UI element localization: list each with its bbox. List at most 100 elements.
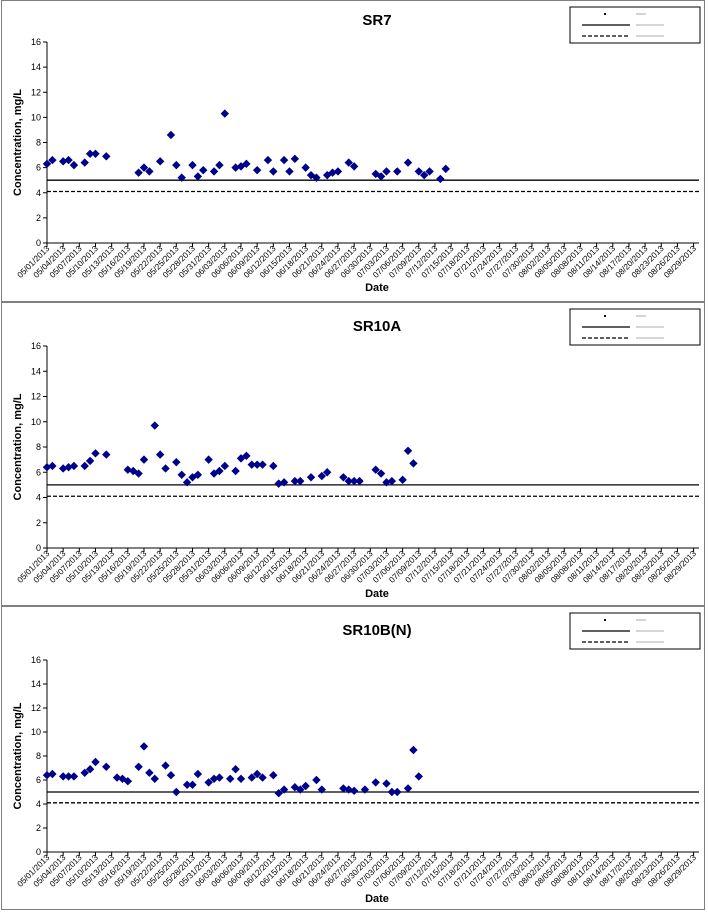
data-point — [269, 461, 278, 471]
data-point — [409, 745, 418, 755]
data-point — [279, 478, 289, 487]
y-tick-label: 10 — [31, 112, 41, 122]
data-point — [48, 769, 57, 779]
data-point — [301, 781, 310, 791]
data-point — [387, 476, 397, 486]
data-point — [102, 450, 111, 459]
y-tick-label: 12 — [31, 392, 41, 402]
data-point — [161, 761, 170, 770]
data-point — [269, 167, 278, 176]
y-axis-label: Concentration, mg/L — [12, 89, 24, 196]
chart-panel-sr10bn: SR10B(N) 0 2 4 6 8 10 12 14 16 Concentration, mg/L… — [1, 606, 705, 910]
y-tick-label: 6 — [36, 163, 41, 173]
data-point — [188, 780, 197, 789]
chart-title: SR7 — [362, 12, 391, 29]
y-tick-label: 16 — [31, 341, 41, 351]
data-point — [220, 109, 230, 118]
data-point — [312, 173, 321, 182]
legend-marker — [604, 315, 606, 317]
data-point — [91, 449, 100, 458]
y-tick-label: 12 — [31, 87, 41, 97]
data-point — [199, 165, 208, 175]
data-point — [403, 784, 413, 793]
data-point — [80, 461, 89, 471]
data-point — [441, 164, 450, 174]
data-point — [247, 460, 256, 469]
data-point — [155, 450, 165, 459]
data-point — [91, 757, 100, 767]
data-point — [69, 772, 79, 781]
data-point — [339, 473, 348, 482]
data-point — [226, 774, 235, 783]
y-tick-label: 6 — [36, 775, 41, 785]
data-point — [69, 461, 79, 471]
y-tick-label: 4 — [36, 493, 41, 503]
data-point — [247, 773, 256, 782]
data-point — [436, 174, 445, 184]
data-point — [349, 476, 359, 486]
data-point — [382, 779, 391, 788]
legend-marker — [604, 619, 606, 621]
data-point — [242, 451, 251, 461]
data-point — [414, 772, 424, 781]
data-point — [306, 473, 316, 482]
y-tick-label: 10 — [31, 727, 41, 737]
data-point — [172, 457, 181, 467]
y-tick-label: 10 — [31, 417, 41, 427]
data-point — [193, 172, 203, 181]
data-point — [161, 464, 170, 473]
data-point — [85, 149, 95, 159]
data-point — [344, 158, 353, 167]
data-point — [376, 469, 386, 478]
y-tick-label: 14 — [31, 679, 41, 689]
data-point — [182, 478, 192, 487]
data-point — [317, 471, 327, 481]
data-point — [58, 157, 68, 166]
data-point — [425, 167, 434, 176]
y-tick-label: 16 — [31, 37, 41, 47]
data-point — [349, 162, 359, 171]
chart-svg-sr10bn: SR10B(N) 0 2 4 6 8 10 12 14 16 Concentration, mg/L… — [12, 612, 701, 905]
data-point — [344, 476, 353, 486]
data-point — [215, 160, 224, 170]
x-axis-label: Date — [365, 588, 389, 600]
data-point — [387, 787, 397, 797]
y-tick-label: 8 — [36, 138, 41, 148]
data-point — [312, 775, 321, 785]
y-tick-label: 16 — [31, 655, 41, 665]
data-point — [139, 163, 149, 172]
data-point — [134, 469, 143, 478]
data-point — [145, 768, 154, 777]
data-point — [215, 466, 224, 476]
data-point — [220, 461, 230, 471]
y-tick-label: 0 — [36, 847, 41, 857]
chart-panel-sr7: SR7 0 2 4 6 8 10 12 14 16 Concentration, mg/L 05/01… — [1, 0, 705, 302]
data-point — [355, 476, 364, 486]
data-point — [371, 778, 380, 787]
data-point — [393, 167, 402, 176]
data-point — [193, 769, 203, 779]
data-point — [242, 159, 251, 169]
data-point — [269, 771, 278, 780]
y-tick-label: 2 — [36, 213, 41, 223]
y-tick-label: 2 — [36, 823, 41, 833]
data-point — [69, 160, 79, 170]
y-tick-label: 2 — [36, 518, 41, 528]
data-point — [382, 167, 391, 176]
data-point — [166, 771, 176, 780]
data-point — [393, 787, 402, 797]
chart-title: SR10B(N) — [342, 622, 411, 639]
data-point — [80, 158, 89, 167]
y-tick-label: 0 — [36, 238, 41, 248]
y-tick-label: 14 — [31, 62, 41, 72]
data-point — [209, 167, 219, 176]
y-tick-label: 8 — [36, 442, 41, 452]
data-point — [145, 167, 154, 176]
data-point — [252, 460, 262, 469]
data-point — [414, 167, 424, 176]
y-axis-label: Concentration, mg/L — [12, 393, 24, 500]
data-point — [333, 167, 343, 176]
chart-title: SR10A — [353, 318, 402, 335]
data-point — [172, 787, 181, 797]
